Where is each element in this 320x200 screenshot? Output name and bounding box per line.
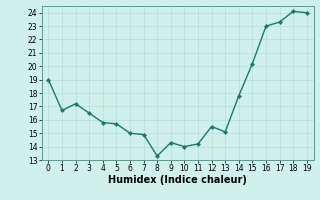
X-axis label: Humidex (Indice chaleur): Humidex (Indice chaleur) (108, 175, 247, 185)
